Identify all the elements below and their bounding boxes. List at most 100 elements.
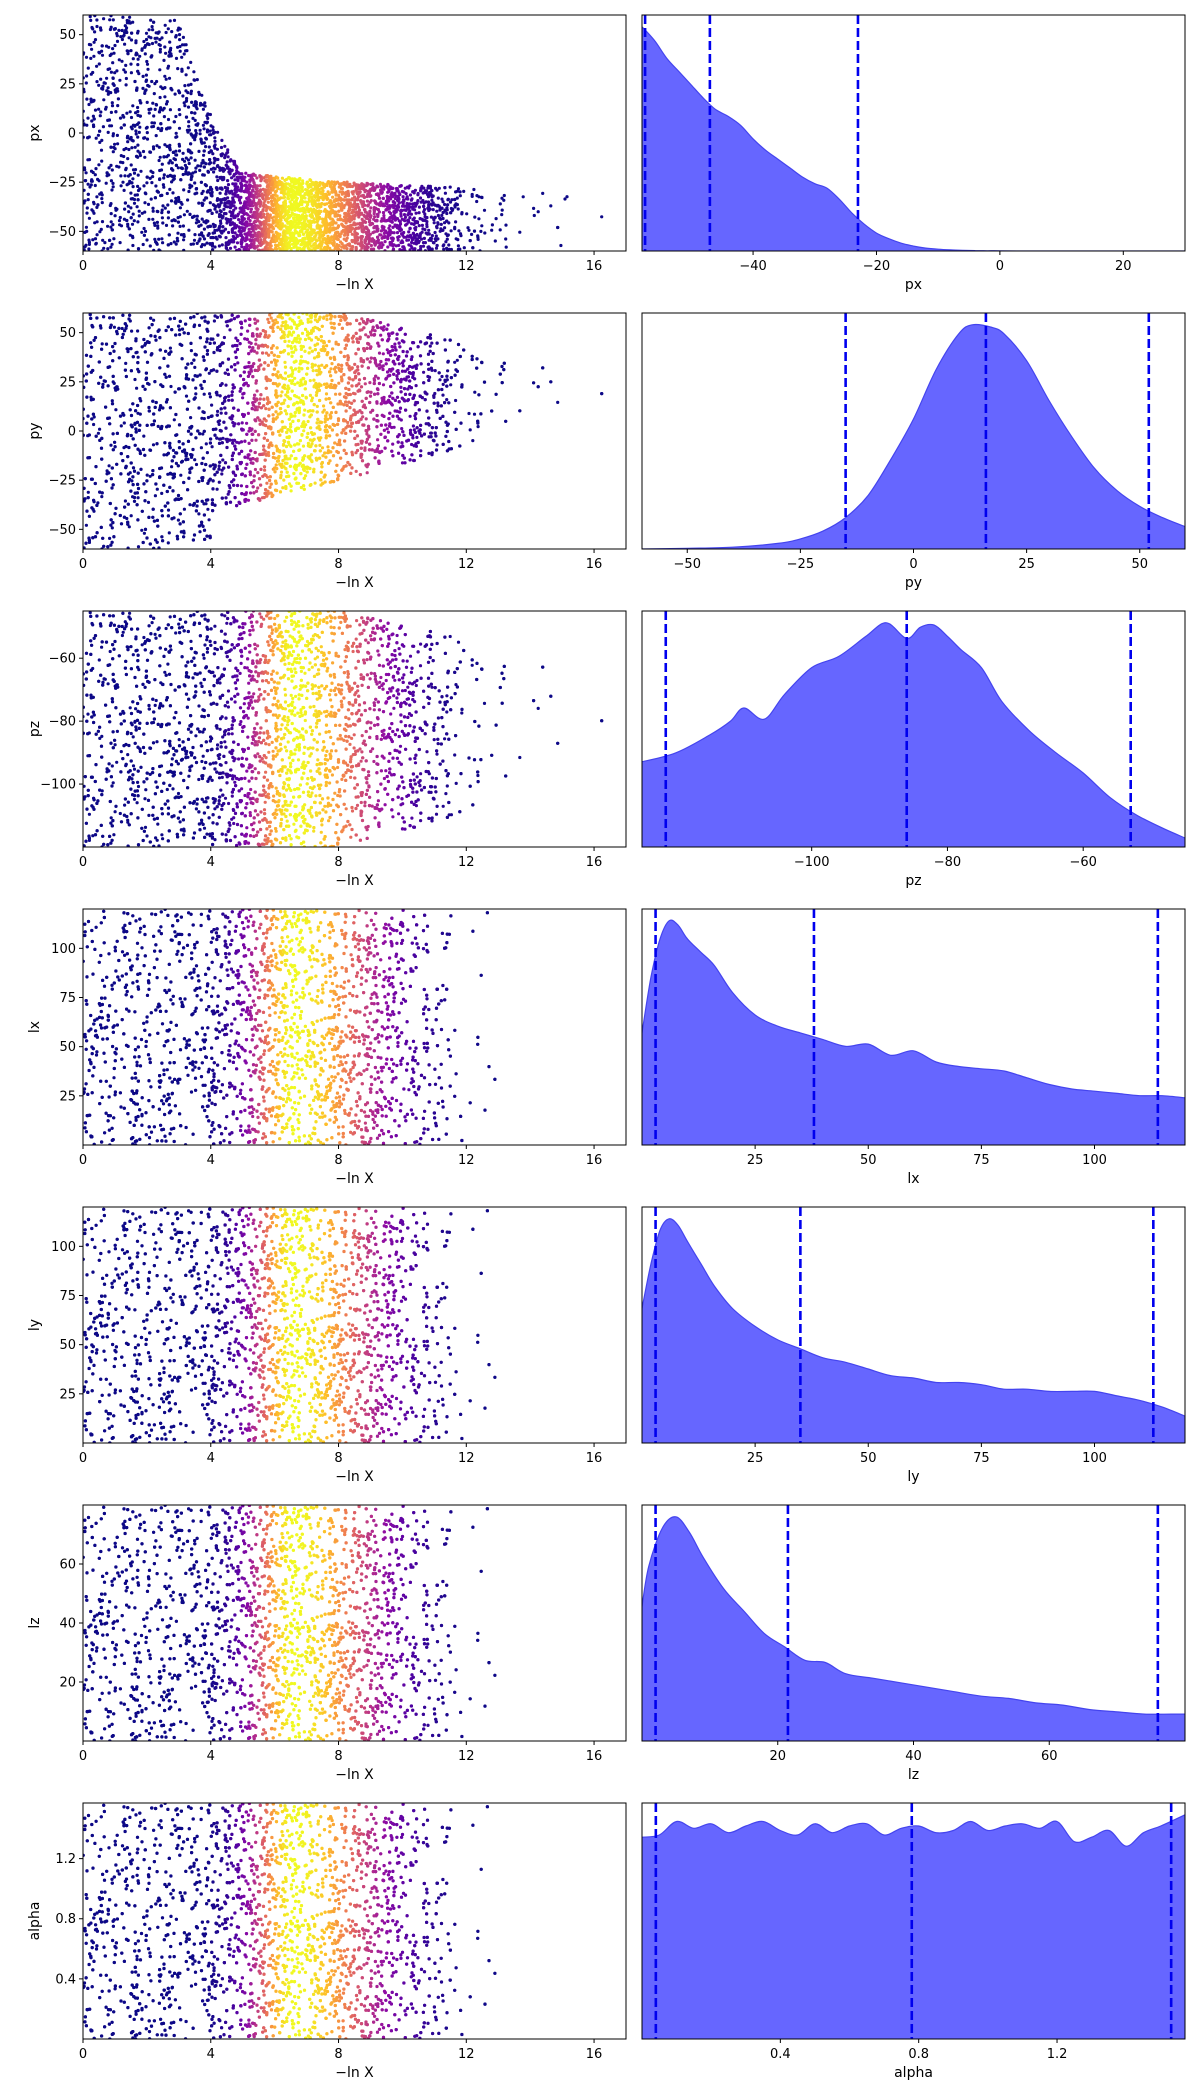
scatter-point — [242, 209, 246, 213]
scatter-point — [161, 108, 165, 112]
scatter-point — [136, 69, 140, 73]
scatter-point — [396, 238, 400, 242]
x-tick-label: 20 — [1115, 259, 1132, 274]
scatter-point — [243, 175, 247, 179]
scatter-point — [155, 144, 159, 148]
scatter-point — [313, 248, 317, 251]
scatter-point — [475, 199, 479, 204]
scatter-point — [207, 232, 211, 236]
scatter-point — [95, 18, 99, 22]
scatter-point — [108, 18, 112, 22]
scatter-point — [381, 186, 385, 190]
scatter-point — [189, 172, 193, 176]
scatter-point — [152, 20, 156, 24]
scatter-point — [181, 94, 185, 98]
scatter-point — [83, 248, 86, 251]
scatter-point — [177, 126, 182, 130]
scatter-point — [354, 197, 358, 201]
scatter-point — [297, 214, 301, 218]
scatter-point — [393, 191, 397, 196]
scatter-point — [422, 210, 426, 214]
scatter-point — [289, 248, 293, 251]
x-axis-label: px — [905, 277, 922, 293]
scatter-point — [204, 136, 208, 140]
scatter-point — [361, 228, 365, 232]
scatter-point — [86, 116, 90, 120]
scatter-point — [304, 214, 308, 218]
scatter-point — [333, 233, 337, 237]
scatter-point — [193, 118, 197, 122]
scatter-point — [430, 203, 434, 207]
scatter-point — [308, 248, 312, 251]
scatter-point — [165, 144, 169, 148]
scatter-point — [241, 296, 244, 299]
scatter-point — [255, 233, 259, 238]
scatter-point — [184, 170, 188, 174]
scatter-point — [361, 224, 365, 228]
scatter-point — [230, 238, 234, 242]
scatter-point — [251, 235, 255, 239]
scatter-point — [439, 222, 443, 226]
scatter-point — [348, 184, 352, 189]
scatter-point — [150, 121, 154, 125]
scatter-point — [369, 206, 373, 210]
scatter-point — [158, 47, 162, 52]
scatter-point — [258, 235, 262, 239]
scatter-point — [167, 233, 171, 237]
scatter-point — [238, 197, 242, 201]
scatter-point — [177, 142, 181, 146]
scatter-point — [262, 201, 266, 206]
scatter-point — [212, 144, 216, 148]
scatter-point — [195, 78, 199, 82]
scatter-point — [197, 149, 201, 153]
scatter-point — [309, 244, 313, 248]
scatter-point — [111, 76, 115, 80]
scatter-point — [142, 136, 146, 140]
scatter-point — [449, 247, 453, 251]
scatter-point — [442, 247, 446, 251]
scatter-point — [414, 240, 418, 245]
scatter-point — [161, 204, 165, 208]
scatter-point — [391, 244, 395, 248]
scatter-point — [108, 124, 112, 128]
scatter-point — [84, 171, 88, 175]
scatter-point — [303, 196, 307, 200]
scatter-point — [201, 107, 205, 111]
scatter-point — [324, 222, 328, 226]
scatter-point — [254, 206, 258, 210]
scatter-point — [383, 235, 387, 239]
scatter-point — [290, 205, 294, 209]
scatter-point — [244, 236, 248, 240]
scatter-point — [379, 233, 383, 237]
scatter-point — [95, 80, 99, 84]
scatter-point — [258, 189, 262, 193]
scatter-point — [183, 84, 187, 88]
scatter-point — [235, 169, 239, 173]
scatter-point — [431, 194, 435, 198]
scatter-point — [206, 116, 210, 120]
x-tick-label: 8 — [334, 259, 342, 274]
scatter-point — [384, 208, 389, 212]
scatter-point — [109, 220, 113, 224]
scatter-point — [223, 144, 227, 148]
scatter-point — [320, 202, 324, 206]
scatter-point — [157, 43, 161, 47]
scatter-point — [234, 206, 238, 210]
scatter-point — [99, 110, 103, 114]
scatter-point — [174, 114, 178, 119]
scatter-point — [206, 225, 210, 229]
scatter-point — [193, 158, 197, 162]
scatter-point — [106, 224, 110, 228]
scatter-point — [209, 193, 213, 197]
scatter-point — [267, 233, 271, 237]
scatter-point — [387, 199, 391, 203]
scatter-point — [490, 228, 494, 232]
scatter-point — [502, 198, 506, 202]
scatter-point — [201, 202, 205, 206]
scatter-point — [274, 308, 277, 311]
scatter-point — [286, 225, 290, 229]
scatter-point — [375, 224, 379, 228]
scatter-point — [239, 182, 243, 186]
scatter-point — [350, 240, 355, 244]
scatter-point — [167, 54, 171, 58]
